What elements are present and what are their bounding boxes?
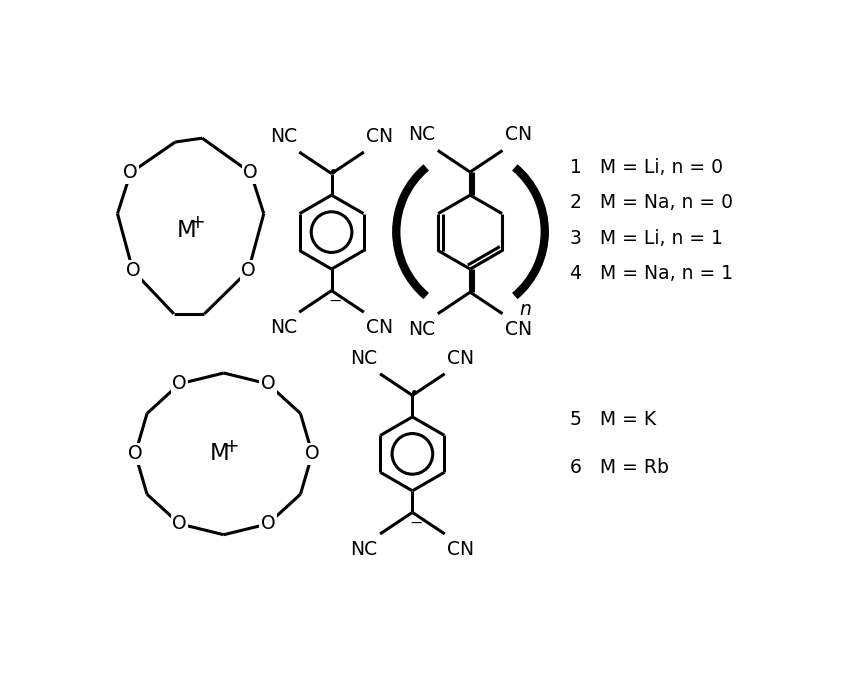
Text: −: −: [328, 294, 341, 309]
Text: 5   M = K: 5 M = K: [571, 410, 656, 429]
Text: NC: NC: [351, 540, 378, 559]
Text: O: O: [126, 261, 140, 280]
Text: CN: CN: [366, 127, 393, 146]
Text: O: O: [241, 261, 256, 280]
Text: 6   M = Rb: 6 M = Rb: [571, 458, 669, 477]
Text: NC: NC: [408, 125, 436, 144]
Text: M: M: [210, 443, 230, 465]
Text: CN: CN: [505, 320, 532, 339]
Text: O: O: [172, 374, 187, 393]
Text: CN: CN: [447, 348, 475, 367]
Text: 1   M = Li, n = 0: 1 M = Li, n = 0: [571, 158, 723, 177]
Text: NC: NC: [270, 318, 297, 337]
Text: O: O: [305, 445, 319, 463]
Text: O: O: [244, 163, 258, 182]
Text: O: O: [261, 374, 275, 393]
Text: n: n: [520, 300, 531, 319]
Text: CN: CN: [366, 318, 393, 337]
Text: CN: CN: [505, 125, 532, 144]
Text: 2   M = Na, n = 0: 2 M = Na, n = 0: [571, 193, 734, 212]
Text: 4   M = Na, n = 1: 4 M = Na, n = 1: [571, 264, 734, 283]
Text: M: M: [177, 219, 197, 242]
Text: NC: NC: [351, 348, 378, 367]
Text: CN: CN: [447, 540, 475, 559]
Text: NC: NC: [270, 127, 297, 146]
Text: NC: NC: [408, 320, 436, 339]
Text: O: O: [261, 514, 275, 533]
Text: O: O: [123, 163, 138, 182]
Text: O: O: [128, 445, 143, 463]
Text: +: +: [190, 213, 206, 232]
Text: O: O: [172, 514, 187, 533]
Text: −: −: [408, 516, 422, 531]
Text: +: +: [223, 436, 239, 456]
Text: 3   M = Li, n = 1: 3 M = Li, n = 1: [571, 229, 723, 248]
